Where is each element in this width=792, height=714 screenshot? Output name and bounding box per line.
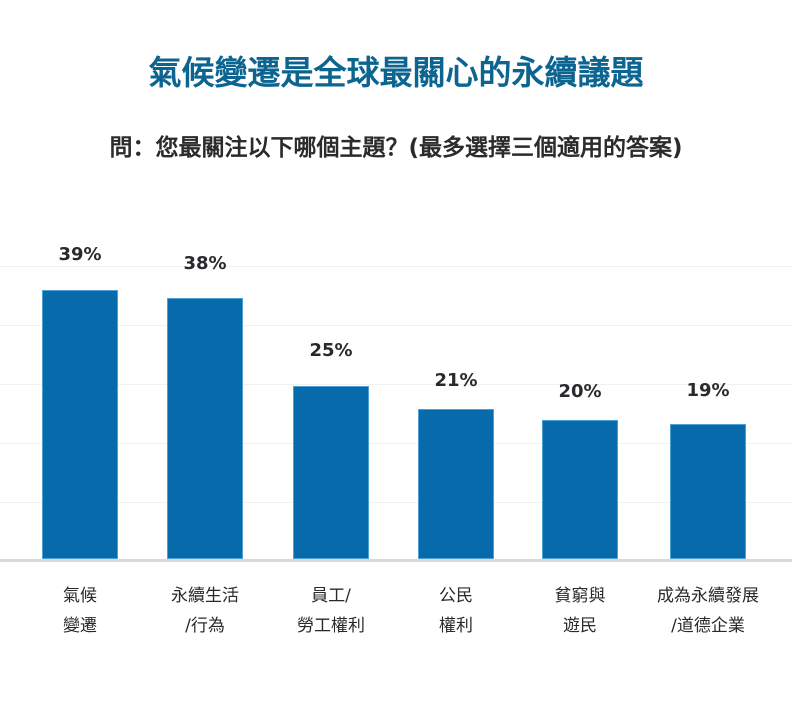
x-axis-baseline xyxy=(0,559,792,562)
category-label-line1: 成為永續發展 xyxy=(657,586,759,606)
category-label-line2: /道德企業 xyxy=(671,616,745,636)
category-label-line1: 永續生活 xyxy=(171,586,239,606)
gridline xyxy=(0,325,792,326)
category-label-line1: 員工/ xyxy=(311,586,351,606)
bar-poverty-homelessness xyxy=(542,420,618,559)
gridline xyxy=(0,443,792,444)
value-label: 39% xyxy=(58,244,102,265)
category-label-line2: 勞工權利 xyxy=(297,616,365,636)
category-label-line1: 氣候 xyxy=(63,586,97,606)
category-label-line2: 權利 xyxy=(439,616,473,636)
gridline xyxy=(0,384,792,385)
chart-title: 氣候變遷是全球最關心的永續議題 xyxy=(148,53,644,92)
category-label-line1: 貧窮與 xyxy=(554,586,606,606)
value-label: 21% xyxy=(434,370,478,391)
bar-worker-rights xyxy=(293,386,369,559)
value-label: 38% xyxy=(183,253,227,274)
value-label: 19% xyxy=(686,380,730,401)
bar-civil-rights xyxy=(418,409,494,559)
category-label-line1: 公民 xyxy=(439,586,473,606)
category-label: 氣候 變遷 xyxy=(15,581,145,641)
category-label: 員工/ 勞工權利 xyxy=(266,581,396,641)
category-label-line2: 變遷 xyxy=(63,616,97,636)
category-label: 成為永續發展 /道德企業 xyxy=(643,581,773,641)
category-label: 永續生活 /行為 xyxy=(140,581,270,641)
gridline xyxy=(0,266,792,267)
category-label: 貧窮與 遊民 xyxy=(515,581,645,641)
gridline xyxy=(0,502,792,503)
bar-climate-change xyxy=(42,290,118,559)
chart-subtitle: 問：您最關注以下哪個主題？(最多選擇三個適用的答案) xyxy=(109,135,683,161)
bar-sustainable-living xyxy=(167,298,243,559)
category-label-line2: 遊民 xyxy=(563,616,597,636)
category-label: 公民 權利 xyxy=(391,581,521,641)
category-label-line2: /行為 xyxy=(185,616,225,636)
bar-ethical-business xyxy=(670,424,746,559)
value-label: 20% xyxy=(558,381,602,402)
value-label: 25% xyxy=(309,340,353,361)
